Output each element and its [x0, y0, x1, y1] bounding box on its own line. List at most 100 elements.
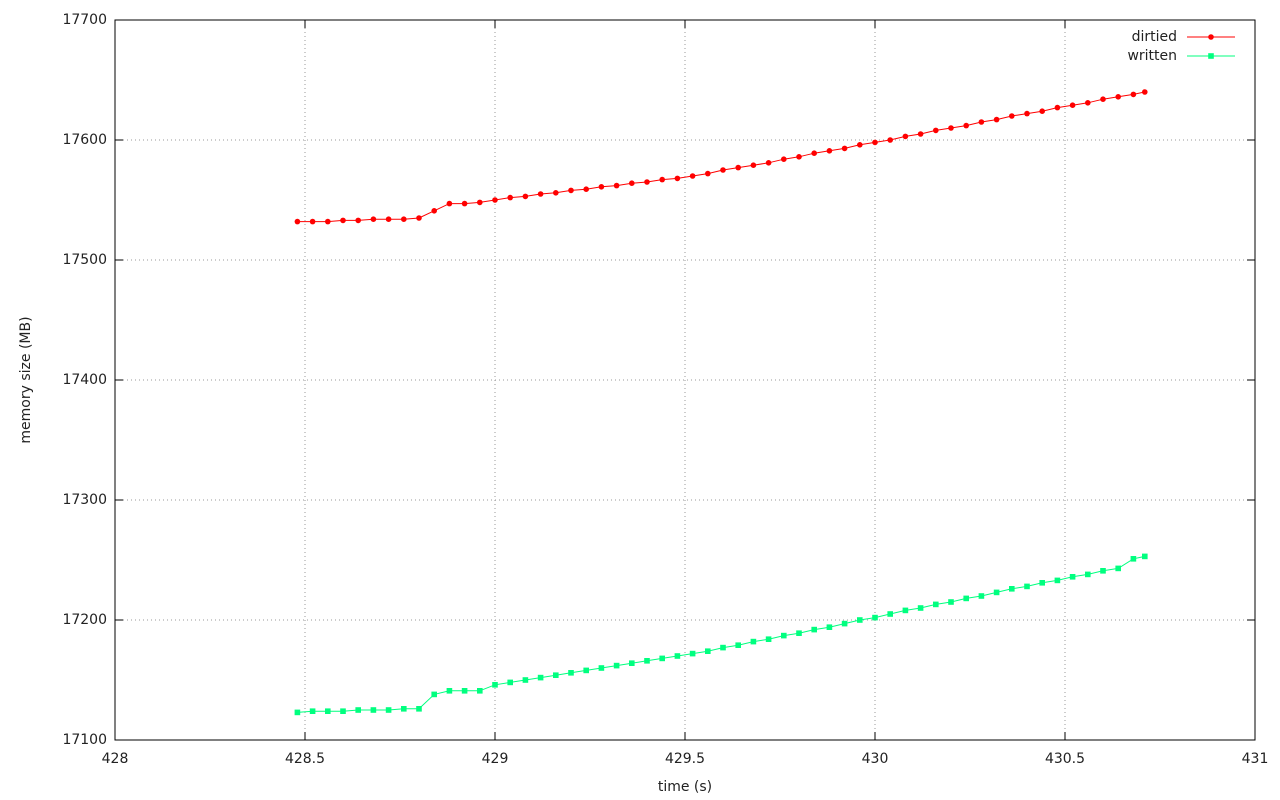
point: [1085, 571, 1091, 578]
point: [370, 707, 377, 713]
point: [613, 182, 620, 189]
point: [978, 593, 985, 599]
point: [841, 145, 848, 152]
point: [629, 180, 635, 186]
point: [644, 658, 650, 664]
point: [1054, 577, 1061, 584]
point: [1009, 586, 1015, 592]
point: [1142, 89, 1148, 95]
point: [522, 193, 529, 200]
point: [1009, 113, 1015, 119]
point: [705, 170, 711, 177]
point: [902, 607, 909, 614]
y-tick-label: 17100: [62, 732, 107, 748]
x-tick-label: 430: [862, 751, 889, 767]
point: [598, 665, 605, 671]
point: [598, 184, 605, 190]
point: [355, 217, 362, 224]
point: [765, 636, 772, 642]
point: [1069, 574, 1076, 580]
point: [902, 133, 909, 140]
point: [1130, 91, 1137, 98]
point: [841, 620, 848, 627]
point: [340, 708, 346, 714]
point: [933, 127, 939, 134]
legend-marker: [1208, 53, 1214, 59]
point: [993, 589, 1000, 596]
x-tick-label: 428.5: [285, 751, 325, 767]
point: [872, 139, 878, 146]
y-tick-label: 17300: [62, 492, 107, 508]
point: [492, 197, 498, 203]
point: [446, 688, 453, 694]
point: [872, 614, 878, 621]
point: [735, 642, 741, 648]
point: [629, 660, 635, 666]
point: [553, 190, 559, 196]
point: [963, 122, 969, 129]
x-tick-label: 429.5: [665, 751, 705, 767]
point: [857, 142, 863, 148]
point: [689, 650, 696, 657]
point: [385, 216, 392, 222]
point: [735, 164, 741, 171]
point: [796, 630, 802, 636]
point: [385, 707, 392, 713]
point: [917, 131, 924, 137]
point: [1130, 556, 1137, 562]
legend-label: dirtied: [1132, 29, 1177, 45]
point: [431, 208, 438, 214]
point: [461, 688, 468, 694]
point: [963, 595, 969, 602]
point: [309, 218, 316, 225]
y-tick-label: 17600: [62, 132, 107, 148]
point: [887, 611, 893, 617]
point: [1024, 583, 1030, 590]
x-tick-label: 428: [102, 751, 129, 767]
point: [826, 624, 833, 630]
point: [401, 216, 407, 222]
point: [857, 617, 863, 623]
point: [416, 706, 422, 712]
y-axis-label: memory size (MB): [18, 316, 34, 443]
point: [492, 682, 498, 688]
point: [674, 175, 681, 182]
point: [507, 194, 513, 201]
point: [750, 162, 757, 168]
y-tick-label: 17500: [62, 252, 107, 268]
point: [1115, 565, 1121, 572]
point: [674, 653, 681, 659]
y-tick-label: 17400: [62, 372, 107, 388]
point: [522, 677, 529, 683]
point: [537, 674, 544, 681]
x-axis-label: time (s): [658, 779, 712, 795]
point: [431, 691, 437, 698]
point: [720, 644, 726, 651]
point: [811, 626, 817, 633]
point: [917, 605, 924, 611]
point: [537, 191, 544, 197]
x-tick-label: 430.5: [1045, 751, 1085, 767]
point: [583, 186, 589, 192]
point: [826, 148, 833, 154]
point: [461, 200, 468, 207]
point: [1039, 580, 1045, 586]
plot-border: [114, 19, 1256, 741]
point: [446, 200, 453, 207]
point: [355, 707, 361, 713]
point: [978, 119, 985, 125]
point: [1100, 96, 1106, 102]
point: [416, 215, 422, 221]
point: [553, 672, 559, 678]
point: [750, 638, 757, 645]
point: [1085, 100, 1091, 106]
point: [887, 137, 893, 143]
point: [477, 199, 483, 206]
point: [948, 125, 954, 131]
point: [477, 688, 483, 694]
point: [325, 218, 331, 225]
point: [294, 709, 301, 716]
point: [781, 632, 787, 639]
point: [1054, 104, 1061, 111]
point: [811, 150, 817, 156]
